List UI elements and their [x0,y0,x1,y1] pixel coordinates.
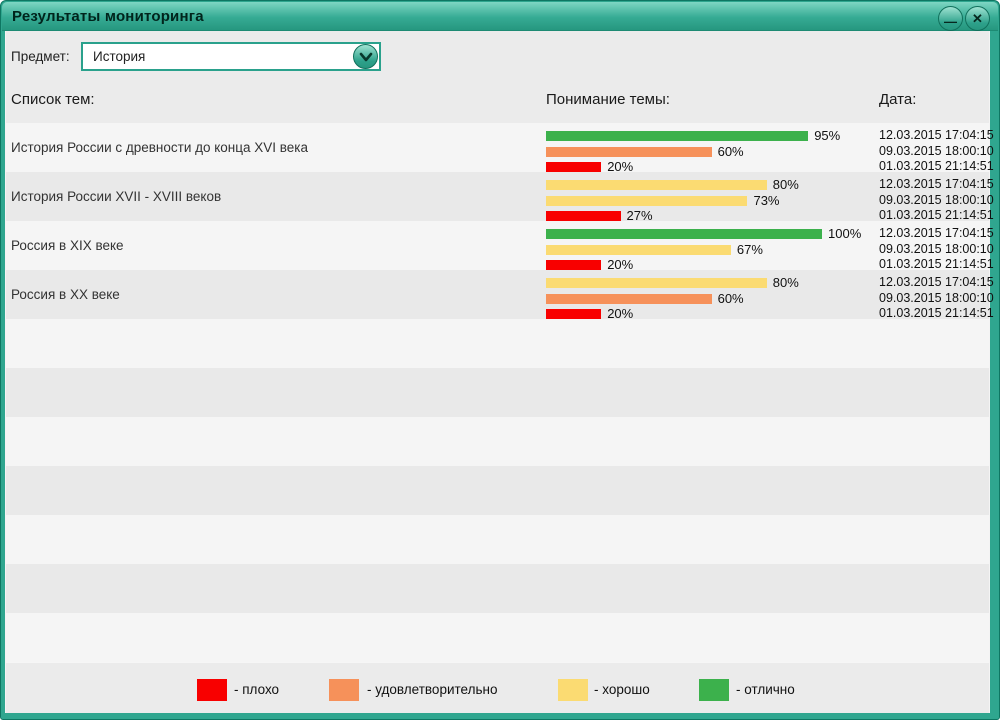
legend-swatch-excellent [699,679,729,701]
bar-percent-label: 20% [607,306,634,321]
minimize-button[interactable]: — [938,6,963,31]
legend-swatch-satisfactory [329,679,359,701]
understanding-bar [546,162,602,172]
result-dates: 12.03.2015 17:04:15 09.03.2015 18:00:10 … [879,226,994,273]
understanding-bar [546,180,767,190]
result-date: 09.03.2015 18:00:10 [879,290,994,305]
legend-label-bad: - плохо [234,682,280,697]
bar-percent-label: 27% [626,208,653,223]
topic-list: История России с древности до конца XVI … [6,123,994,662]
understanding-bar [546,244,731,255]
result-date: 12.03.2015 17:04:15 [879,226,994,240]
result-dates: 12.03.2015 17:04:15 09.03.2015 18:00:10 … [879,128,994,175]
bar-percent-label: 60% [717,143,744,159]
chevron-down-icon [359,52,372,61]
legend-label-good: - хорошо [594,682,650,697]
result-date: 12.03.2015 17:04:15 [879,275,994,289]
result-date: 01.03.2015 21:14:51 [879,306,994,321]
legend: - плохо - удовлетворительно - хорошо - о… [6,662,989,713]
subject-dropdown-button[interactable] [353,44,378,69]
understanding-bars: 80% 73% 27% [546,172,876,223]
window-title: Результаты мониторинга [12,8,204,25]
result-date: 12.03.2015 17:04:15 [879,177,994,191]
understanding-bars: 95% 60% 20% [546,123,876,174]
topic-row: Россия в XX веке 80% 60% 20% [6,270,994,321]
legend-swatch-bad [197,679,227,701]
bar-percent-label: 95% [814,128,841,143]
understanding-bar [546,293,712,304]
understanding-bar [546,309,602,319]
understanding-bars: 80% 60% 20% [546,270,876,321]
bar-percent-label: 73% [753,192,780,208]
result-date: 12.03.2015 17:04:15 [879,128,994,142]
bar-percent-label: 20% [607,159,634,174]
subject-dropdown-value: История [93,49,146,64]
bar-percent-label: 60% [717,290,744,306]
result-date: 01.03.2015 21:14:51 [879,208,994,223]
understanding-bars: 100% 67% 20% [546,221,876,272]
legend-label-satisfactory: - удовлетворительно [367,682,498,697]
bar-percent-label: 100% [828,226,862,241]
topic-title: История России XVII - XVIII веков [11,189,222,204]
topic-title: Россия в XX веке [11,287,120,302]
column-header-topics: Список тем: [11,91,95,108]
legend-label-excellent: - отлично [736,682,795,697]
legend-swatch-good [558,679,588,701]
topic-title: Россия в XIX веке [11,238,124,253]
result-date: 09.03.2015 18:00:10 [879,241,994,256]
result-date: 09.03.2015 18:00:10 [879,143,994,158]
bar-percent-label: 20% [607,257,634,272]
close-button[interactable]: ✕ [965,6,990,31]
topic-row: История России с древности до конца XVI … [6,123,994,174]
result-dates: 12.03.2015 17:04:15 09.03.2015 18:00:10 … [879,275,994,322]
bar-percent-label: 80% [772,177,799,192]
understanding-bar [546,211,621,221]
close-icon: ✕ [972,11,983,26]
column-header-understanding: Понимание темы: [546,91,670,108]
topic-row: История России XVII - XVIII веков 80% 73… [6,172,994,223]
understanding-bar [546,195,748,206]
subject-dropdown[interactable]: История [81,42,381,71]
bar-percent-label: 80% [772,275,799,290]
column-header-date: Дата: [879,91,917,108]
understanding-bar [546,146,712,157]
result-date: 01.03.2015 21:14:51 [879,257,994,272]
title-bar[interactable]: Результаты мониторинга — ✕ [2,2,998,31]
result-dates: 12.03.2015 17:04:15 09.03.2015 18:00:10 … [879,177,994,224]
understanding-bar [546,278,767,288]
understanding-bar [546,229,822,239]
understanding-bar [546,131,809,141]
minimize-icon: — [944,14,957,29]
topic-row: Россия в XIX веке 100% 67% 20% [6,221,994,272]
understanding-bar [546,260,602,270]
subject-label: Предмет: [11,49,70,64]
bar-percent-label: 67% [736,241,763,257]
result-date: 09.03.2015 18:00:10 [879,192,994,207]
result-date: 01.03.2015 21:14:51 [879,159,994,174]
topic-title: История России с древности до конца XVI … [11,140,309,155]
content-area: Предмет: История Список тем: Понимание т… [5,31,994,713]
